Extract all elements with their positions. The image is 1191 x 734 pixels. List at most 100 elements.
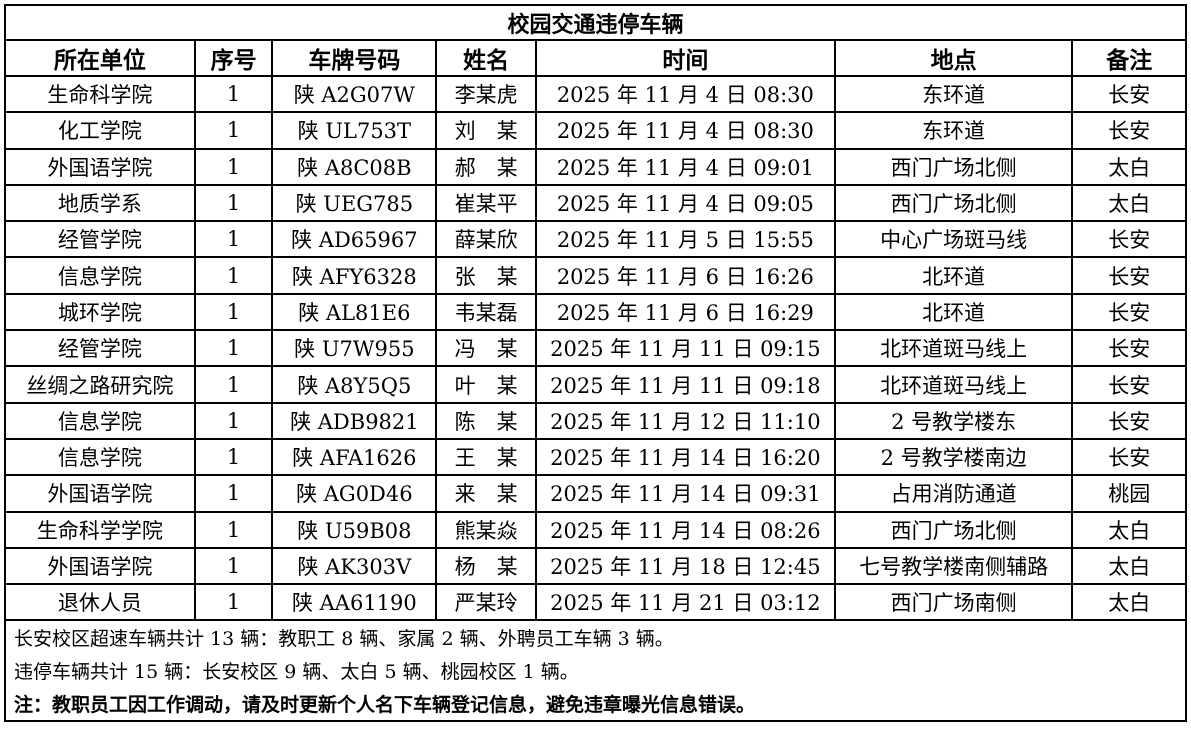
cell-name: 张 某 — [435, 256, 537, 295]
cell-name: 杨 某 — [435, 546, 537, 586]
cell-location: 东环道 — [833, 74, 1074, 114]
table-row: 经管学院 1 陕 AD65967 薛某欣 2025 年 11 月 5 日 15:55 中心… — [4, 220, 1187, 259]
cell-name: 韦某磊 — [435, 292, 537, 332]
cell-location: 2 号教学楼南边 — [833, 437, 1074, 477]
column-header-time: 时间 — [534, 39, 836, 77]
table-row: 地质学系 1 陕 UEG785 崔某平 2025 年 11 月 4 日 09:05 西门广… — [4, 183, 1187, 223]
cell-unit: 信息学院 — [4, 401, 196, 440]
table-row: 外国语学院 1 陕 AK303V 杨 某 2025 年 11 月 18 日 12:45 七… — [4, 546, 1187, 586]
table-row: 外国语学院 1 陕 AG0D46 来 某 2025 年 11 月 14 日 09:31 占… — [4, 474, 1187, 513]
cell-campus: 长安 — [1071, 111, 1187, 150]
cell-name: 崔某平 — [435, 183, 537, 223]
cell-index: 1 — [193, 220, 274, 259]
table-row: 退休人员 1 陕 AA61190 严某玲 2025 年 11 月 21 日 03:12 西… — [4, 583, 1187, 622]
cell-location: 北环道斑马线上 — [833, 329, 1074, 368]
cell-plate: 陕 U7W955 — [271, 329, 438, 368]
table-row: 生命科学学院 1 陕 U59B08 熊某焱 2025 年 11 月 14 日 08:26… — [4, 510, 1187, 549]
cell-plate: 陕 ADB9821 — [271, 401, 438, 440]
cell-time: 2025 年 11 月 12 日 11:10 — [534, 401, 836, 440]
cell-name: 叶 某 — [435, 365, 537, 404]
cell-location: 西门广场南侧 — [833, 583, 1074, 622]
summary-text: 违停车辆共计 15 辆：长安校区 9 辆、太白 5 辆、桃园校区 1 辆。 — [4, 654, 1187, 688]
column-header-unit: 所在单位 — [4, 39, 196, 77]
cell-unit: 经管学院 — [4, 329, 196, 368]
cell-name: 冯 某 — [435, 329, 537, 368]
cell-time: 2025 年 11 月 6 日 16:26 — [534, 256, 836, 295]
cell-time: 2025 年 11 月 14 日 09:31 — [534, 474, 836, 513]
cell-campus: 长安 — [1071, 437, 1187, 477]
cell-campus: 长安 — [1071, 256, 1187, 295]
cell-campus: 长安 — [1071, 329, 1187, 368]
cell-unit: 信息学院 — [4, 256, 196, 295]
column-header-campus: 备注 — [1071, 39, 1187, 77]
column-header-index: 序号 — [193, 39, 274, 77]
cell-unit: 外国语学院 — [4, 474, 196, 513]
cell-campus: 长安 — [1071, 365, 1187, 404]
cell-time: 2025 年 11 月 14 日 16:20 — [534, 437, 836, 477]
table-row: 外国语学院 1 陕 A8C08B 郝 某 2025 年 11 月 4 日 09:01 西门… — [4, 147, 1187, 186]
cell-name: 来 某 — [435, 474, 537, 513]
cell-unit: 信息学院 — [4, 437, 196, 477]
table-row: 信息学院 1 陕 AFY6328 张 某 2025 年 11 月 6 日 16:26 北环… — [4, 256, 1187, 295]
cell-index: 1 — [193, 401, 274, 440]
column-header-plate: 车牌号码 — [271, 39, 438, 77]
table-title: 校园交通违停车辆 — [4, 4, 1187, 41]
cell-campus: 太白 — [1071, 583, 1187, 622]
cell-time: 2025 年 11 月 5 日 15:55 — [534, 220, 836, 259]
cell-index: 1 — [193, 365, 274, 404]
cell-campus: 桃园 — [1071, 474, 1187, 513]
cell-index: 1 — [193, 147, 274, 186]
cell-location: 西门广场北侧 — [833, 147, 1074, 186]
cell-location: 东环道 — [833, 111, 1074, 150]
cell-index: 1 — [193, 74, 274, 114]
cell-unit: 生命科学院 — [4, 74, 196, 114]
table-row: 信息学院 1 陕 AFA1626 王 某 2025 年 11 月 14 日 16:20 2… — [4, 437, 1187, 477]
cell-location: 西门广场北侧 — [833, 183, 1074, 223]
cell-time: 2025 年 11 月 14 日 08:26 — [534, 510, 836, 549]
cell-unit: 外国语学院 — [4, 147, 196, 186]
cell-time: 2025 年 11 月 4 日 08:30 — [534, 74, 836, 114]
cell-plate: 陕 A8Y5Q5 — [271, 365, 438, 404]
cell-location: 中心广场斑马线 — [833, 220, 1074, 259]
cell-name: 严某玲 — [435, 583, 537, 622]
cell-location: 2 号教学楼东 — [833, 401, 1074, 440]
cell-name: 陈 某 — [435, 401, 537, 440]
cell-unit: 丝绸之路研究院 — [4, 365, 196, 404]
cell-campus: 长安 — [1071, 74, 1187, 114]
cell-name: 薛某欣 — [435, 220, 537, 259]
summary-text: 长安校区超速车辆共计 13 辆：教职工 8 辆、家属 2 辆、外聘员工车辆 3 … — [4, 619, 1187, 655]
notice-text: 注：教职员工因工作调动，请及时更新个人名下车辆登记信息，避免违章曝光信息错误。 — [4, 687, 1187, 723]
cell-time: 2025 年 11 月 18 日 12:45 — [534, 546, 836, 586]
cell-time: 2025 年 11 月 4 日 08:30 — [534, 111, 836, 150]
cell-location: 北环道 — [833, 292, 1074, 332]
cell-index: 1 — [193, 474, 274, 513]
cell-unit: 退休人员 — [4, 583, 196, 622]
table-row: 化工学院 1 陕 UL753T 刘 某 2025 年 11 月 4 日 08:30 东环道… — [4, 111, 1187, 150]
cell-campus: 太白 — [1071, 546, 1187, 586]
column-header-name: 姓名 — [435, 39, 537, 77]
cell-plate: 陕 AG0D46 — [271, 474, 438, 513]
cell-time: 2025 年 11 月 11 日 09:18 — [534, 365, 836, 404]
cell-campus: 太白 — [1071, 147, 1187, 186]
cell-plate: 陕 A8C08B — [271, 147, 438, 186]
cell-name: 李某虎 — [435, 74, 537, 114]
cell-time: 2025 年 11 月 6 日 16:29 — [534, 292, 836, 332]
cell-index: 1 — [193, 111, 274, 150]
cell-campus: 长安 — [1071, 292, 1187, 332]
cell-name: 熊某焱 — [435, 510, 537, 549]
cell-plate: 陕 UEG785 — [271, 183, 438, 223]
cell-plate: 陕 U59B08 — [271, 510, 438, 549]
cell-name: 王 某 — [435, 437, 537, 477]
cell-location: 北环道 — [833, 256, 1074, 295]
cell-time: 2025 年 11 月 21 日 03:12 — [534, 583, 836, 622]
cell-plate: 陕 AD65967 — [271, 220, 438, 259]
cell-campus: 太白 — [1071, 183, 1187, 223]
cell-name: 刘 某 — [435, 111, 537, 150]
cell-name: 郝 某 — [435, 147, 537, 186]
cell-plate: 陕 A2G07W — [271, 74, 438, 114]
cell-unit: 城环学院 — [4, 292, 196, 332]
cell-plate: 陕 AK303V — [271, 546, 438, 586]
cell-index: 1 — [193, 256, 274, 295]
table-row: 信息学院 1 陕 ADB9821 陈 某 2025 年 11 月 12 日 11:10 2… — [4, 401, 1187, 440]
cell-index: 1 — [193, 437, 274, 477]
